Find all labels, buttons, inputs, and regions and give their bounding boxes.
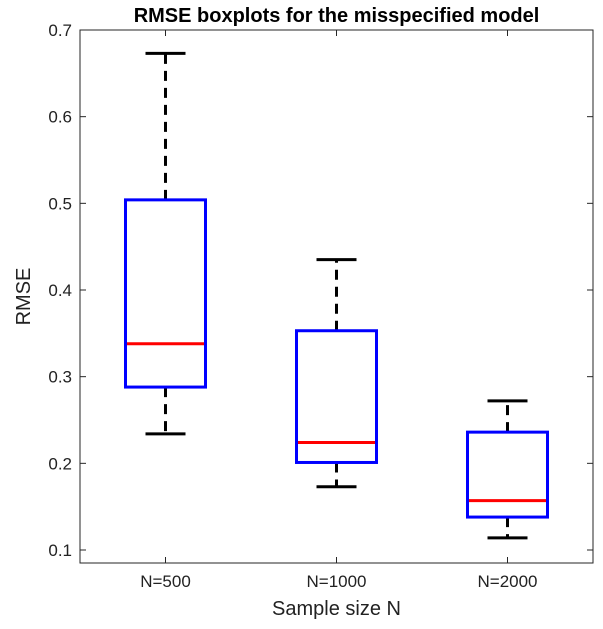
y-tick-label: 0.5	[48, 194, 72, 213]
y-tick-label: 0.2	[48, 454, 72, 473]
iqr-box	[124, 198, 207, 389]
y-tick-label: 0.7	[48, 21, 72, 40]
iqr-box	[466, 430, 549, 519]
y-axis: 0.1 0.2 0.3 0.4 0.5 0.6 0.7	[48, 21, 593, 560]
chart-title: RMSE boxplots for the misspecified model	[134, 5, 540, 27]
y-tick-label: 0.1	[48, 541, 72, 560]
y-tick-label: 0.6	[48, 108, 72, 127]
x-tick-label: N=500	[140, 572, 191, 591]
y-axis-label: RMSE	[13, 268, 35, 326]
y-tick-label: 0.4	[48, 281, 72, 300]
boxes	[124, 51, 549, 540]
x-axis: N=500 N=1000 N=2000	[140, 30, 538, 591]
x-axis-label: Sample size N	[272, 598, 401, 620]
box-n-2000	[466, 399, 549, 540]
iqr-box	[295, 329, 378, 464]
y-tick-label: 0.3	[48, 368, 72, 387]
box-n-500	[124, 51, 207, 436]
x-tick-label: N=1000	[306, 572, 366, 591]
box-n-1000	[295, 258, 378, 489]
x-tick-label: N=2000	[477, 572, 537, 591]
